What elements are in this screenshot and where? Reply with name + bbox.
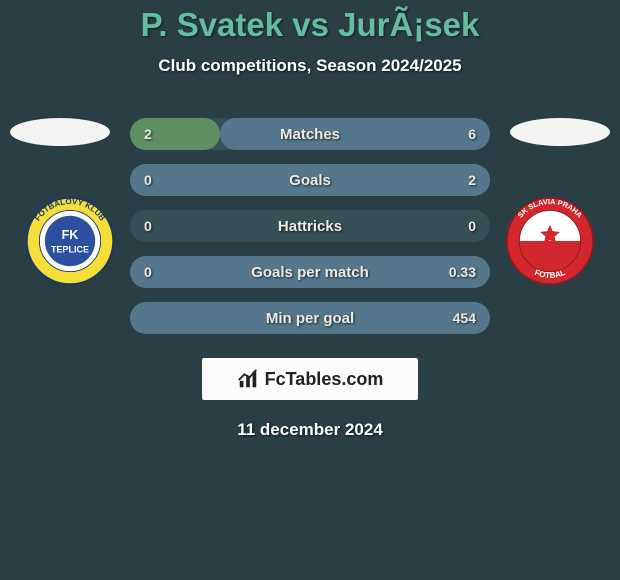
- stat-value-right: 2: [468, 172, 476, 188]
- branding-text: FcTables.com: [265, 369, 384, 390]
- comparison-card: P. Svatek vs JurÃ¡sek Club competitions,…: [0, 0, 620, 440]
- main-area: FK TEPLICE FOTBALOVÝ KLUB SK SLAVIA PRAH…: [0, 108, 620, 338]
- stat-value-left: 0: [144, 172, 152, 188]
- stat-value-right: 0.33: [449, 264, 476, 280]
- player-silhouette-right: [510, 118, 610, 146]
- stat-label: Min per goal: [266, 310, 354, 327]
- stat-row: 0 0.33 Goals per match: [130, 256, 490, 288]
- stat-row: 2 6 Matches: [130, 118, 490, 150]
- stat-label: Matches: [280, 126, 340, 143]
- stat-value-left: 0: [144, 218, 152, 234]
- stat-value-right: 6: [468, 126, 476, 142]
- subtitle: Club competitions, Season 2024/2025: [0, 56, 620, 76]
- stat-value-left: 2: [144, 126, 152, 142]
- stat-row: 0 0 Hattricks: [130, 210, 490, 242]
- bar-fill-right: [220, 118, 490, 150]
- stat-rows: 2 6 Matches 0 2 Goals 0 0 Hattricks 0 0.33 Goals pe…: [130, 118, 490, 334]
- svg-text:TEPLICE: TEPLICE: [51, 245, 89, 255]
- stat-row: 454 Min per goal: [130, 302, 490, 334]
- stat-value-right: 0: [468, 218, 476, 234]
- date-label: 11 december 2024: [0, 420, 620, 440]
- team-crest-right: SK SLAVIA PRAHA FOTBAL: [505, 196, 595, 286]
- svg-text:FK: FK: [62, 228, 79, 242]
- title: P. Svatek vs JurÃ¡sek: [0, 6, 620, 44]
- stat-label: Goals: [289, 172, 331, 189]
- stat-label: Goals per match: [251, 264, 369, 281]
- stat-value-right: 454: [453, 310, 476, 326]
- branding-badge: FcTables.com: [202, 358, 418, 400]
- chart-icon: [237, 368, 259, 390]
- stat-value-left: 0: [144, 264, 152, 280]
- team-crest-left: FK TEPLICE FOTBALOVÝ KLUB: [25, 196, 115, 286]
- player-silhouette-left: [10, 118, 110, 146]
- stat-row: 0 2 Goals: [130, 164, 490, 196]
- stat-label: Hattricks: [278, 218, 342, 235]
